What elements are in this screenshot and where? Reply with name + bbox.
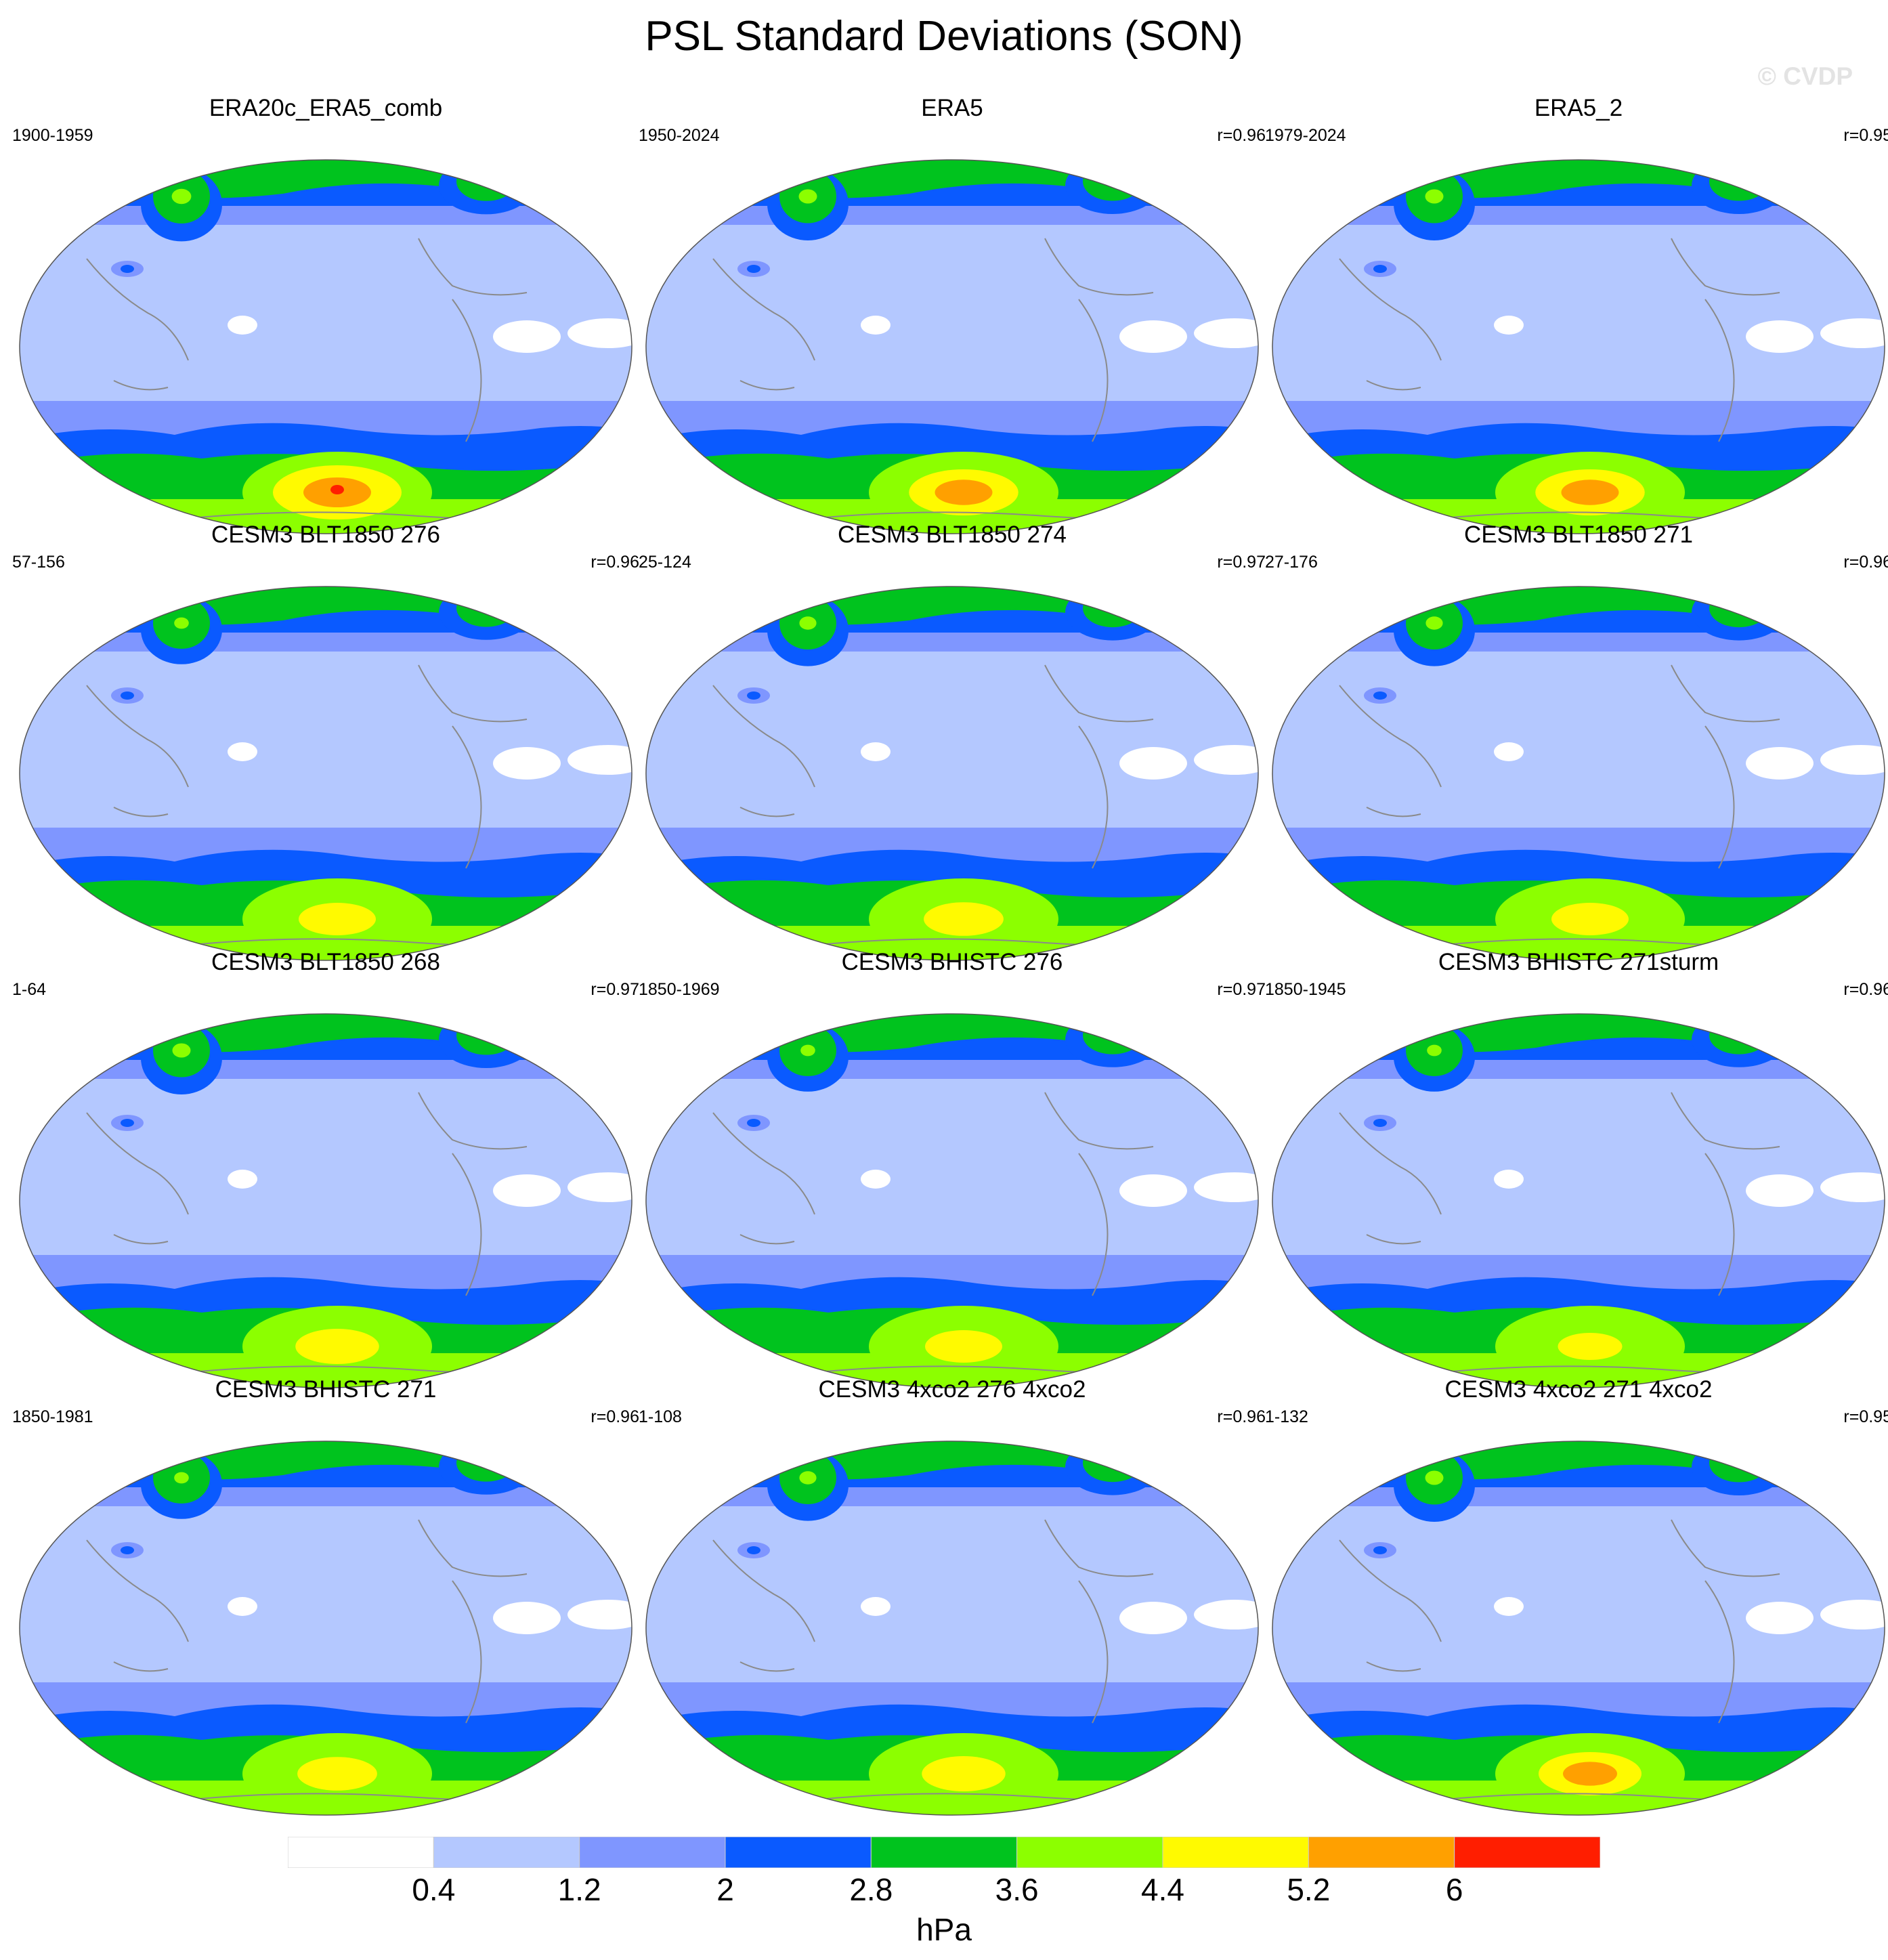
chart-title: PSL Standard Deviations (SON) [645,13,1243,60]
panel-correlation: r=0.96 [591,553,639,572]
watermark: © CVDP [1757,62,1853,90]
map-field [1272,1441,1885,1816]
panel-title: CESM3 BLT1850 274 [838,521,1067,548]
colorbar-tick-label: 0.4 [412,1872,456,1907]
panel-correlation: r=0.97 [591,980,639,999]
panel-years: 1-132 [1265,1407,1308,1426]
colorbar-swatch [725,1837,872,1868]
panel-title: CESM3 BLT1850 268 [211,949,440,975]
panel-correlation: r=0.96 [1217,126,1266,145]
colorbar-tick-label: 2.8 [849,1872,893,1907]
map-field [19,1013,632,1388]
colorbar-swatch [1162,1837,1309,1868]
colorbar-unit: hPa [916,1912,972,1947]
panel-years: 1900-1959 [12,126,93,145]
map-field [645,586,1259,961]
panel-title: CESM3 4xco2 271 4xco2 [1444,1376,1713,1403]
colorbar-tick-label: 5.2 [1287,1872,1331,1907]
colorbar-tick-label: 6 [1445,1872,1463,1907]
panel-years: 57-156 [12,553,65,572]
map-panel: CESM3 BLT1850 268 1-64 r=0.97 [12,949,639,1388]
colorbar-swatch [1016,1837,1163,1868]
panel-years: 1979-2024 [1265,126,1346,145]
map-field [1272,159,1885,534]
panel-correlation: r=0.95 [1843,126,1888,145]
panel-correlation: r=0.96 [1843,980,1888,999]
map-panel: CESM3 4xco2 271 4xco2 1-132 r=0.95 [1265,1376,1888,1816]
map-field [19,586,632,961]
colorbar-tick-label: 4.4 [1141,1872,1184,1907]
map-panel: ERA20c_ERA5_comb 1900-1959 [12,95,639,534]
panel-title: CESM3 BLT1850 276 [211,521,440,548]
panel-title: CESM3 BHISTC 276 [841,949,1063,975]
panel-correlation: r=0.96 [1843,553,1888,572]
panel-years: 1850-1945 [1265,980,1346,999]
panel-title: CESM3 BHISTC 271 [215,1376,437,1403]
panel-correlation: r=0.95 [1843,1407,1888,1426]
panel-title: ERA5 [921,95,983,121]
panel-correlation: r=0.97 [1217,980,1266,999]
panel-correlation: r=0.97 [1217,553,1266,572]
map-panel: CESM3 BHISTC 271sturm 1850-1945 r=0.96 [1265,949,1888,1388]
map-field [19,1441,632,1816]
colorbar-swatch [288,1837,434,1868]
map-field [645,1013,1259,1388]
panel-correlation: r=0.96 [591,1407,639,1426]
colorbar-swatch [1308,1837,1455,1868]
map-field [645,1441,1259,1816]
colorbar-tick-label: 1.2 [557,1872,601,1907]
colorbar-tick-label: 3.6 [995,1872,1039,1907]
panel-correlation: r=0.96 [1217,1407,1266,1426]
map-field [19,159,632,534]
colorbar-swatch [579,1837,726,1868]
map-panel: CESM3 BHISTC 271 1850-1981 r=0.96 [12,1376,639,1816]
map-field [645,159,1259,534]
panel-title: CESM3 BLT1850 271 [1464,521,1693,548]
map-panel: ERA5_2 1979-2024 r=0.95 [1265,95,1888,534]
colorbar [288,1837,1600,1868]
panel-title: CESM3 BHISTC 271sturm [1438,949,1719,975]
panel-years: 1-64 [12,980,47,999]
panel-title: ERA20c_ERA5_comb [209,95,443,121]
colorbar-swatch [870,1837,1018,1868]
panel-title: CESM3 4xco2 276 4xco2 [818,1376,1086,1403]
map-field [1272,1013,1885,1388]
panel-years: 1950-2024 [639,126,720,145]
map-panel: CESM3 BLT1850 271 27-176 r=0.96 [1265,521,1888,961]
panel-years: 27-176 [1265,553,1318,572]
map-panel: CESM3 BLT1850 276 57-156 r=0.96 [12,521,639,961]
map-panel: CESM3 BLT1850 274 25-124 r=0.97 [639,521,1266,961]
panel-years: 1850-1981 [12,1407,93,1426]
colorbar-swatch [1454,1837,1600,1868]
panel-title: ERA5_2 [1534,95,1623,121]
panel-years: 25-124 [639,553,691,572]
map-panel: CESM3 BHISTC 276 1850-1969 r=0.97 [639,949,1266,1388]
map-panel: ERA5 1950-2024 r=0.96 [639,95,1266,534]
colorbar-tick-label: 2 [716,1872,734,1907]
map-field [1272,586,1885,961]
panel-years: 1-108 [639,1407,682,1426]
map-panel: CESM3 4xco2 276 4xco2 1-108 r=0.96 [639,1376,1266,1816]
colorbar-swatch [433,1837,580,1868]
panel-years: 1850-1969 [639,980,720,999]
